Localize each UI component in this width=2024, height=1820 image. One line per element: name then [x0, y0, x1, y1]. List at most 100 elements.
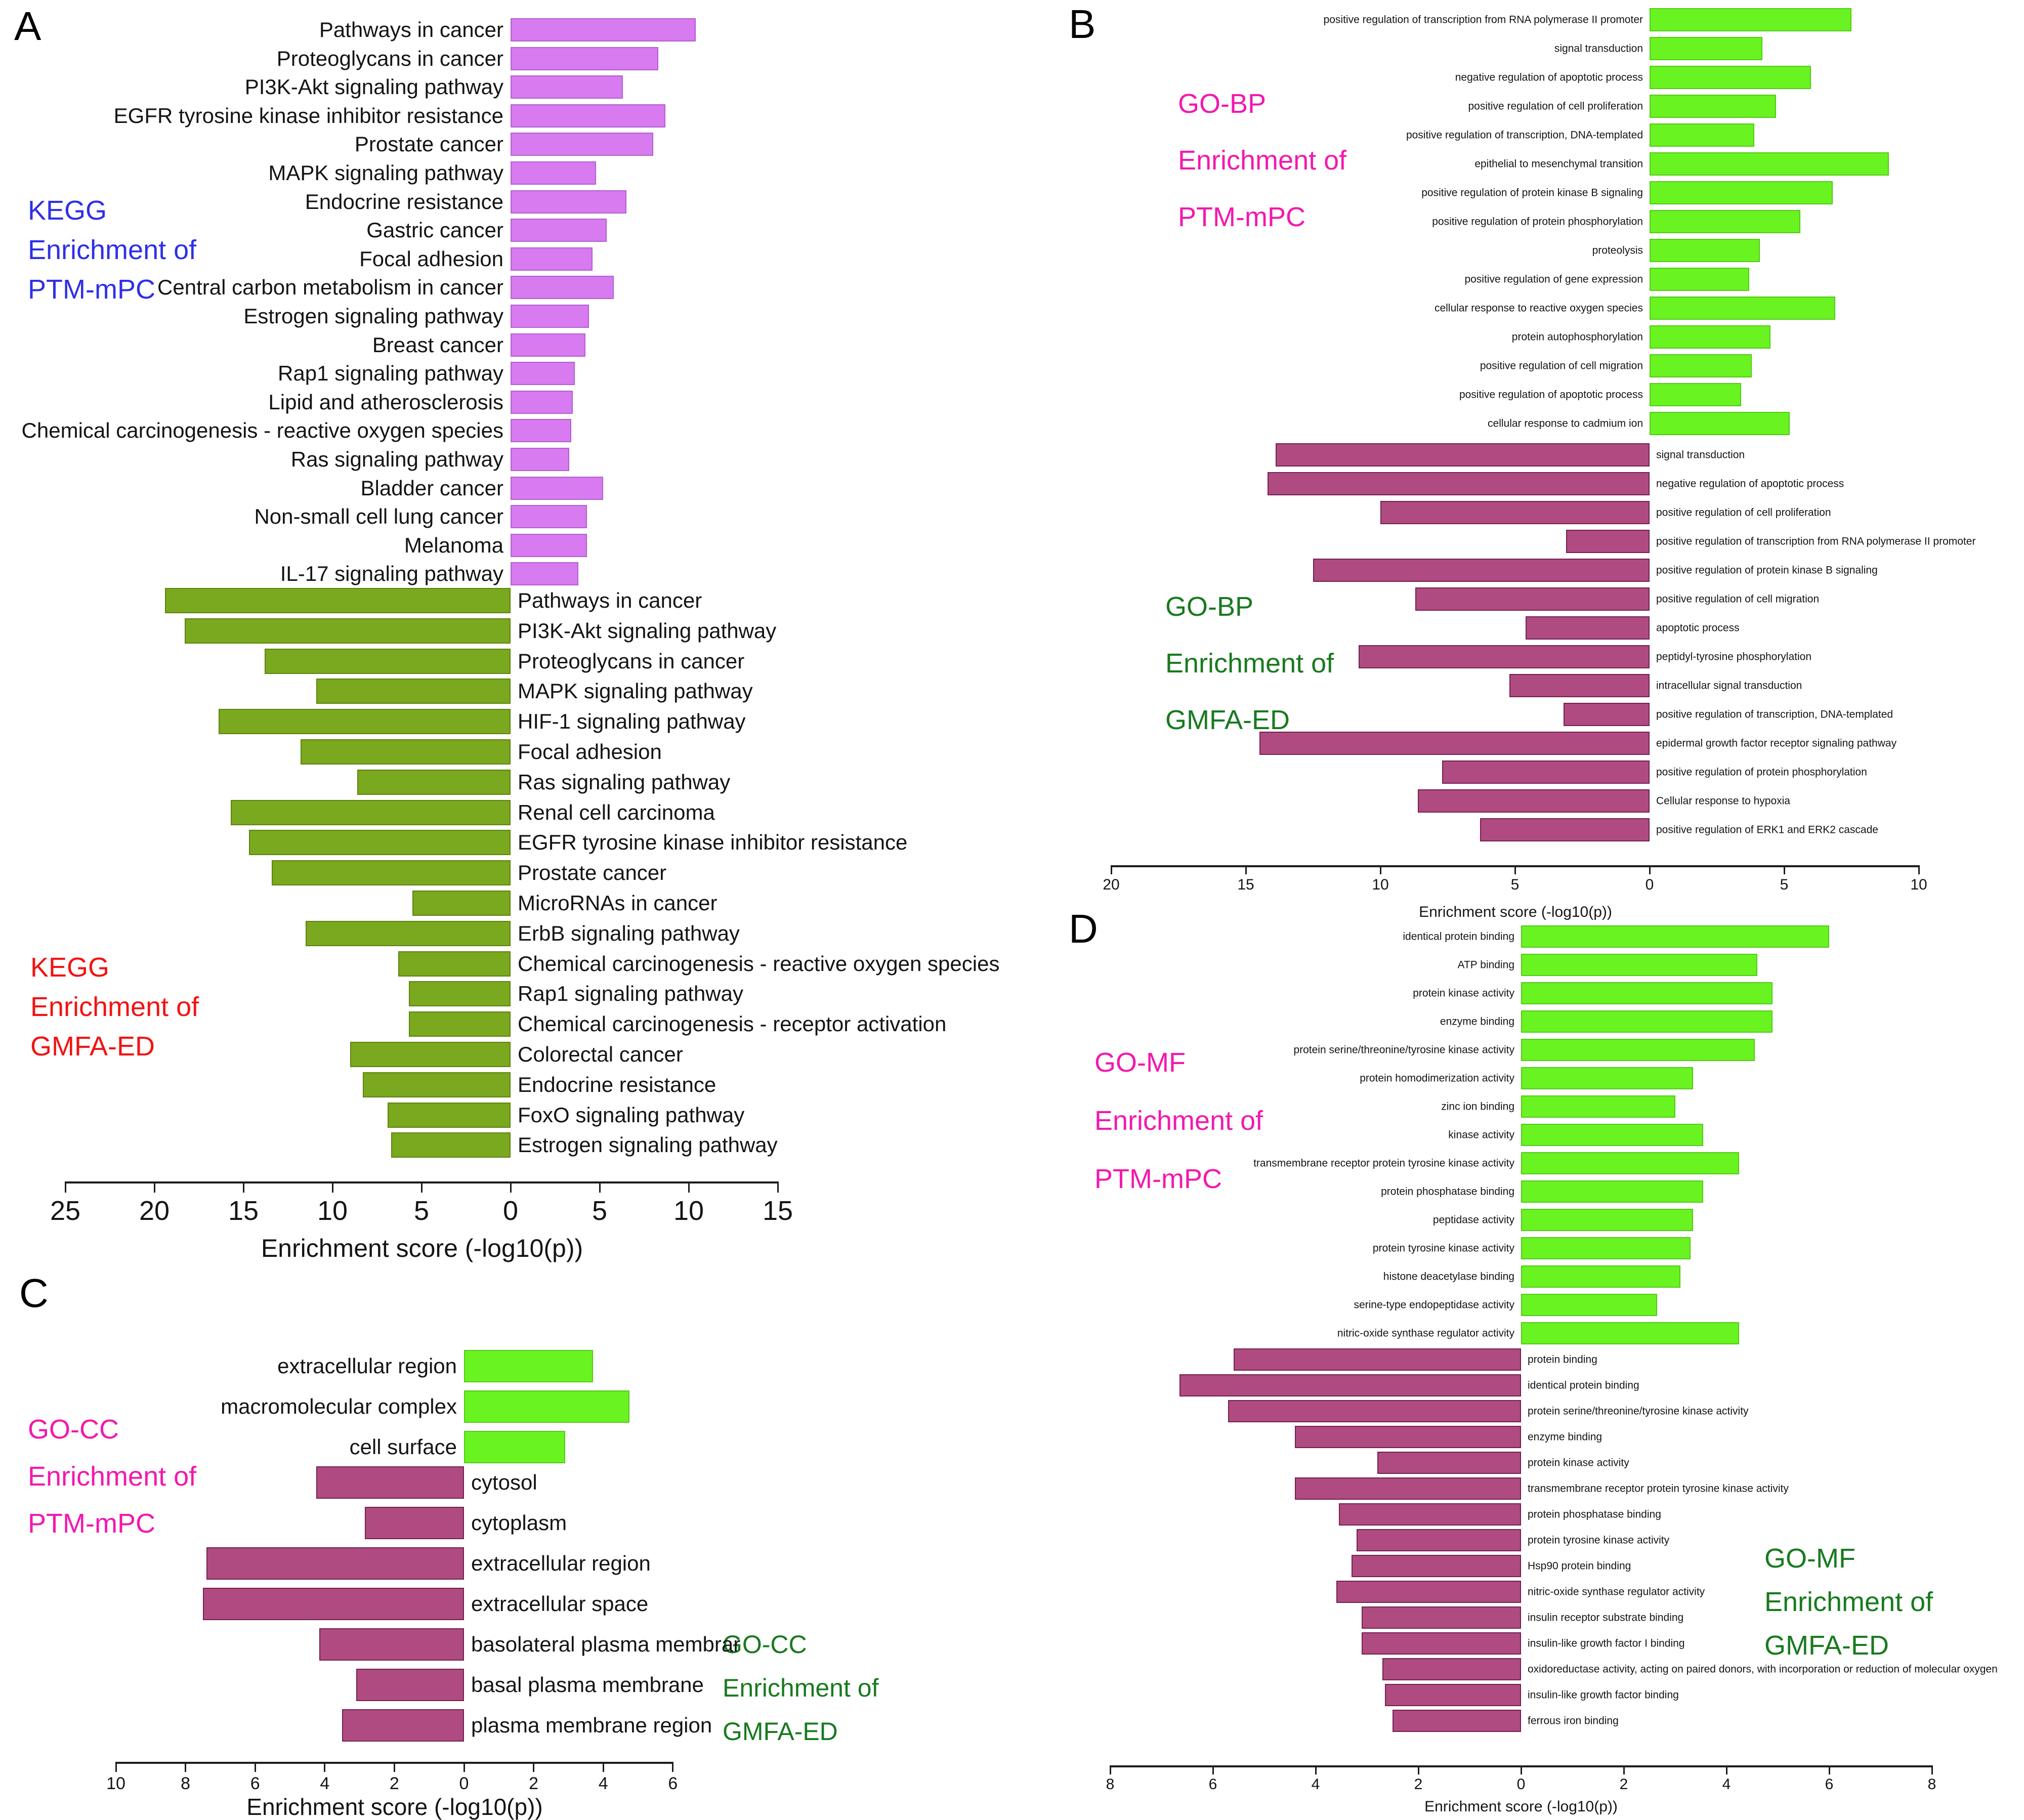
- bar-label: positive regulation of cell proliferatio…: [1656, 506, 1831, 519]
- bar: [184, 618, 511, 644]
- x-axis-tick: [533, 1762, 535, 1772]
- series-title-down: GMFA-ED: [1764, 1630, 1889, 1661]
- bar-label: MicroRNAs in cancer: [518, 891, 718, 915]
- x-axis-tick: [1649, 865, 1651, 874]
- x-axis-tick: [1520, 1765, 1522, 1774]
- bar: [1336, 1581, 1521, 1603]
- x-axis-tick: [1315, 1765, 1317, 1774]
- series-title-down: GMFA-ED: [723, 1717, 838, 1746]
- bar: [511, 533, 587, 557]
- bar: [1380, 501, 1650, 524]
- bar: [1650, 210, 1800, 233]
- bar: [1521, 954, 1757, 976]
- x-axis-tick-label: 2: [529, 1774, 539, 1793]
- bar-label: nitric-oxide synthase regulator activity: [1337, 1327, 1514, 1339]
- x-axis-tick-label: 2: [1619, 1776, 1628, 1793]
- series-title-down: GMFA-ED: [30, 1031, 155, 1062]
- bar: [511, 562, 578, 586]
- bar-label: cell surface: [349, 1435, 457, 1459]
- series-title-down: KEGG: [30, 952, 110, 983]
- bar-label: protein homodimerization activity: [1360, 1072, 1514, 1084]
- series-title-up: GO-MF: [1094, 1047, 1186, 1078]
- x-axis-tick-label: 5: [413, 1196, 430, 1226]
- bar-label: Chemical carcinogenesis - reactive oxyge…: [21, 418, 503, 443]
- x-axis-tick: [510, 1181, 512, 1193]
- bar: [1295, 1426, 1521, 1448]
- bar-label: plasma membrane region: [471, 1713, 712, 1737]
- panel-letter-d: D: [1069, 906, 1098, 951]
- bar: [1521, 925, 1829, 948]
- bar-label: epidermal growth factor receptor signali…: [1656, 737, 1897, 749]
- bar-label: positive regulation of protein phosphory…: [1432, 216, 1643, 228]
- x-axis-tick: [185, 1762, 187, 1772]
- panel-letter-b: B: [1069, 2, 1096, 47]
- bar: [1521, 1095, 1675, 1118]
- bar: [1442, 760, 1650, 784]
- bar: [1275, 443, 1650, 467]
- bar-label: enzyme binding: [1528, 1431, 1603, 1443]
- bar: [409, 1011, 511, 1037]
- bar: [1521, 1322, 1740, 1344]
- bar-label: Focal adhesion: [359, 246, 503, 271]
- x-axis-tick-label: 4: [1722, 1776, 1731, 1793]
- x-axis-tick: [1725, 1765, 1727, 1774]
- bar: [231, 799, 511, 825]
- bar: [1480, 818, 1650, 841]
- bar: [1415, 587, 1650, 611]
- bar-label: insulin receptor substrate binding: [1528, 1612, 1684, 1624]
- bar: [300, 739, 511, 765]
- x-axis-tick: [115, 1762, 117, 1772]
- bar-label: Endocrine resistance: [518, 1072, 716, 1096]
- x-axis-tick: [672, 1762, 674, 1772]
- bar: [1357, 1529, 1521, 1551]
- bar: [362, 1072, 511, 1097]
- x-axis-tick: [393, 1762, 395, 1772]
- x-axis-tick-label: 20: [1103, 876, 1120, 893]
- bar: [1650, 95, 1777, 118]
- x-axis-tick-label: 4: [320, 1774, 330, 1793]
- bar: [357, 769, 511, 795]
- x-axis-tick-label: 0: [1645, 876, 1654, 893]
- x-axis-line: [65, 1181, 778, 1183]
- bar: [1179, 1374, 1521, 1396]
- x-axis-tick: [1623, 1765, 1625, 1774]
- series-title-up: KEGG: [28, 195, 107, 226]
- bar-label: positive regulation of cell migration: [1480, 360, 1643, 372]
- bar-label: protein binding: [1528, 1353, 1597, 1366]
- bar: [1359, 645, 1650, 668]
- series-title-down: Enrichment of: [30, 992, 199, 1022]
- bar-label: positive regulation of protein phosphory…: [1656, 766, 1867, 778]
- bar-label: Non-small cell lung cancer: [254, 504, 503, 529]
- bar: [511, 419, 571, 443]
- bar-label: positive regulation of transcription, DN…: [1656, 708, 1893, 721]
- bar-label: Endocrine resistance: [305, 189, 503, 214]
- bar-label: Prostate cancer: [354, 132, 503, 156]
- bar-label: identical protein binding: [1403, 930, 1514, 943]
- bar-label: Estrogen signaling pathway: [518, 1133, 778, 1157]
- bar: [1521, 1152, 1740, 1174]
- x-axis-caption: Enrichment score (-log10(p)): [1424, 1798, 1618, 1815]
- bar: [1563, 703, 1650, 726]
- bar: [464, 1431, 565, 1463]
- bar: [1650, 297, 1836, 320]
- x-axis-tick-label: 0: [502, 1196, 519, 1226]
- bar-label: Chemical carcinogenesis - receptor activ…: [518, 1012, 947, 1036]
- bar-label: positive regulation of protein kinase B …: [1421, 187, 1643, 199]
- bar-label: zinc ion binding: [1441, 1101, 1514, 1113]
- series-title-down: Enrichment of: [1165, 648, 1334, 679]
- bar: [1352, 1555, 1521, 1577]
- bar-label: Breast cancer: [372, 332, 503, 357]
- series-title-up: GO-CC: [28, 1414, 119, 1445]
- bar-label: transmembrane receptor protein tyrosine …: [1528, 1483, 1789, 1495]
- x-axis-tick: [1931, 1765, 1933, 1774]
- x-axis-caption: Enrichment score (-log10(p)): [246, 1794, 543, 1820]
- series-title-up: Enrichment of: [28, 1461, 197, 1492]
- x-axis-tick: [242, 1181, 244, 1193]
- x-axis-tick: [1918, 865, 1920, 874]
- bar-label: oxidoreductase activity, acting on paire…: [1528, 1663, 1998, 1675]
- x-axis-tick-label: 10: [1910, 876, 1927, 893]
- bar-label: cytosol: [471, 1470, 537, 1494]
- bar: [1650, 412, 1790, 435]
